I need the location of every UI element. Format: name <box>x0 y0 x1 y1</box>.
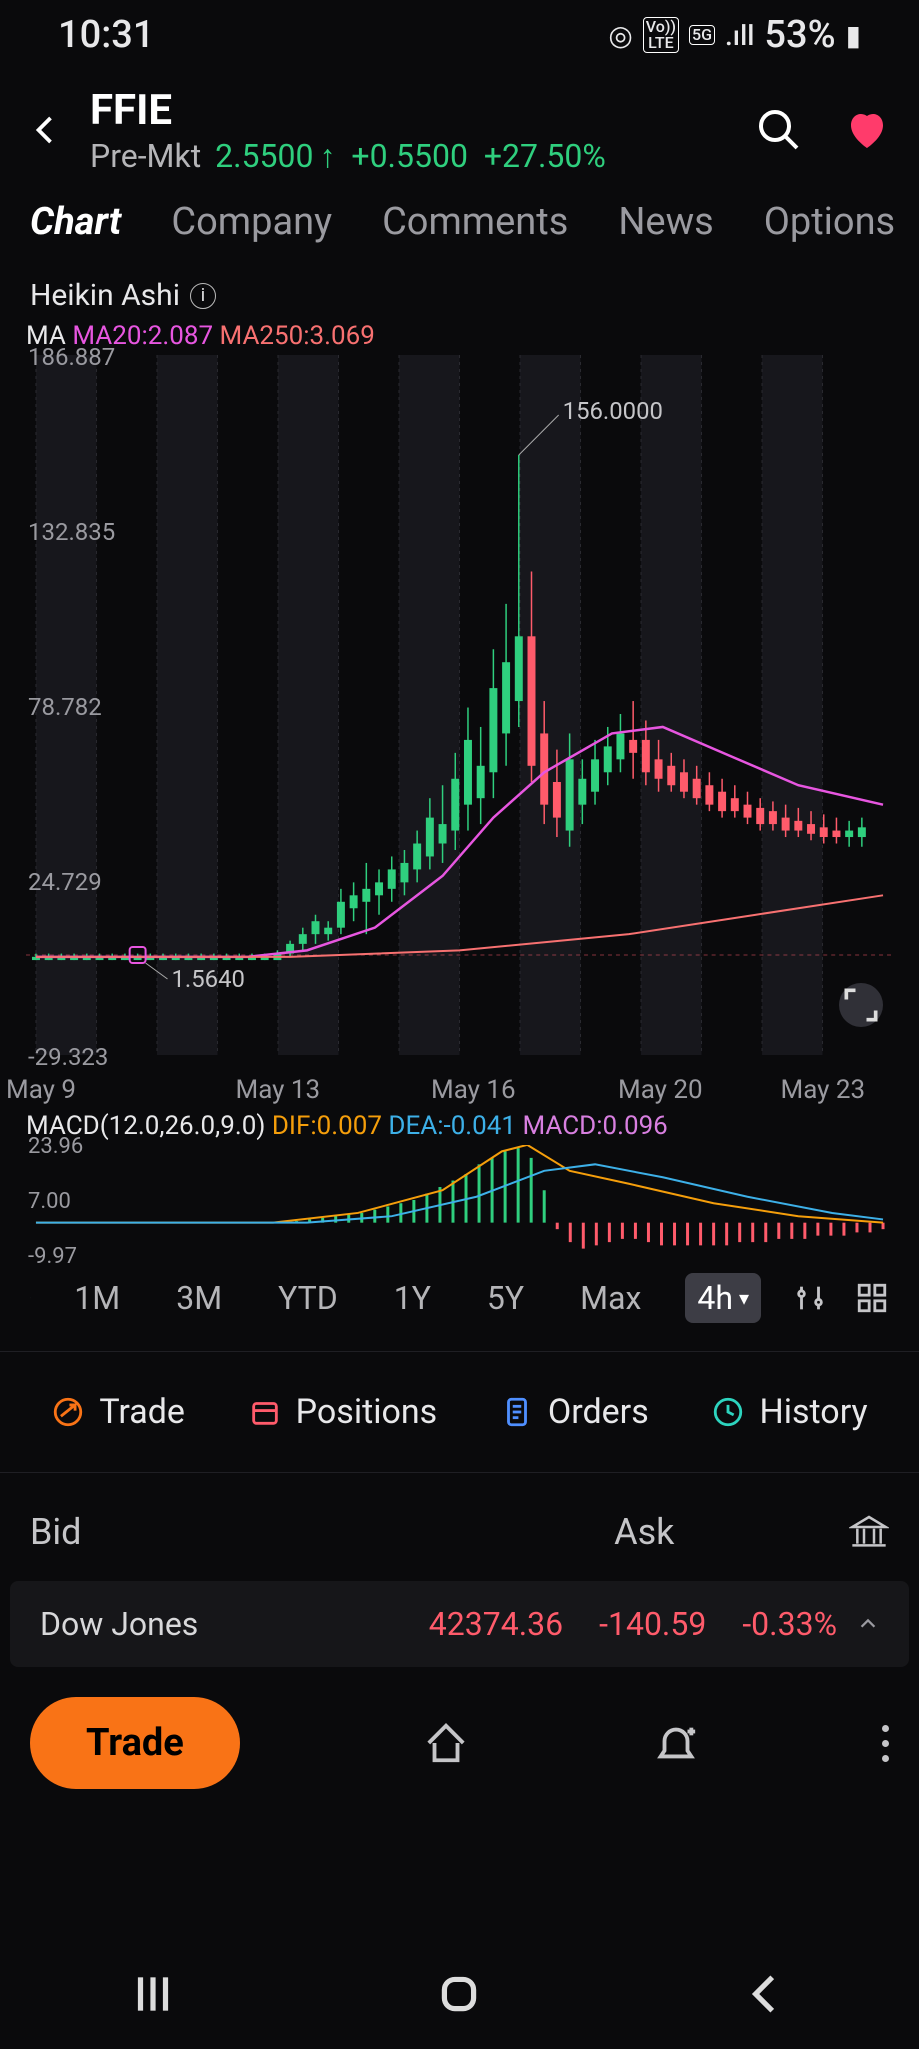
x-axis-label: May 13 <box>236 1075 321 1105</box>
index-ticker[interactable]: Dow Jones 42374.36 -140.59 -0.33% <box>10 1581 909 1667</box>
back-nav-button[interactable] <box>741 1969 791 2019</box>
index-name: Dow Jones <box>40 1605 429 1643</box>
index-change: -140.59 <box>599 1605 706 1643</box>
tab-company[interactable]: Company <box>171 200 332 244</box>
action-positions[interactable]: Positions <box>248 1392 438 1432</box>
trade-icon <box>51 1395 85 1429</box>
macd-value: MACD:0.096 <box>522 1111 667 1141</box>
index-pct: -0.33% <box>742 1605 837 1643</box>
ma-row: MA MA20:2.087 MA250:3.069 <box>0 317 919 351</box>
macd-dif: DIF:0.007 <box>272 1111 382 1141</box>
action-row: Trade Positions Orders History <box>0 1352 919 1473</box>
signal-icon: .ıll <box>725 19 754 52</box>
timeframe-1m[interactable]: 1M <box>62 1273 132 1323</box>
status-icons: ◎ Vo)) LTE 5G .ıll 53% ▮ <box>608 13 861 57</box>
chart-type-row[interactable]: Heikin Ashi i <box>0 264 919 317</box>
y-axis-label: 132.835 <box>28 518 115 546</box>
timeframe-max[interactable]: Max <box>568 1273 653 1323</box>
chart-type-label: Heikin Ashi <box>30 278 180 313</box>
action-history[interactable]: History <box>711 1392 867 1432</box>
bank-icon[interactable] <box>849 1512 889 1552</box>
bid-label: Bid <box>30 1511 440 1553</box>
bottom-bar: Trade <box>0 1667 919 1813</box>
more-icon[interactable] <box>882 1725 889 1762</box>
favorite-icon[interactable] <box>843 106 891 154</box>
system-nav-bar <box>0 1939 919 2049</box>
macd-y-label: 7.00 <box>28 1189 71 1214</box>
5g-icon: 5G <box>689 25 715 45</box>
tab-comments[interactable]: Comments <box>382 200 568 244</box>
svg-text:1.5640: 1.5640 <box>171 965 244 993</box>
x-axis-label: May 9 <box>6 1075 76 1105</box>
alert-icon[interactable] <box>653 1720 699 1766</box>
bidask-header: Bid Ask <box>0 1473 919 1581</box>
macd-row: MACD(12.0,26.0,9.0) DIF:0.007 DEA:-0.041… <box>0 1105 919 1141</box>
timeframe-4h[interactable]: 4h▾ <box>685 1273 761 1323</box>
up-arrow-icon: ↑ <box>319 137 335 175</box>
timeframe-1y[interactable]: 1Y <box>382 1273 443 1323</box>
header: FFIE Pre-Mkt 2.5500↑ +0.5500 +27.50% <box>0 70 919 190</box>
ask-label: Ask <box>440 1511 850 1553</box>
battery-icon: ▮ <box>846 19 861 52</box>
index-value: 42374.36 <box>429 1605 563 1643</box>
x-axis-label: May 16 <box>431 1075 516 1105</box>
premkt-pct: +27.50% <box>484 137 606 175</box>
chevron-up-icon[interactable] <box>857 1613 879 1635</box>
status-time: 10:31 <box>58 13 154 57</box>
macd-dea: DEA:-0.041 <box>388 1111 516 1141</box>
search-icon[interactable] <box>755 106 803 154</box>
premkt-price: 2.5500 <box>215 137 313 175</box>
fullscreen-button[interactable] <box>839 983 883 1027</box>
positions-icon <box>248 1395 282 1429</box>
macd-y-label: -9.97 <box>28 1244 77 1269</box>
y-axis-label: 186.887 <box>28 343 115 371</box>
ma250-label: MA250:3.069 <box>220 321 375 351</box>
y-axis-label: 78.782 <box>28 693 102 721</box>
x-axis-label: May 23 <box>781 1075 866 1105</box>
recents-button[interactable] <box>128 1969 178 2019</box>
y-axis-label: 24.729 <box>28 868 102 896</box>
history-icon <box>711 1395 745 1429</box>
tab-chart[interactable]: Chart <box>30 200 121 244</box>
y-axis-label: -29.323 <box>28 1043 108 1071</box>
info-icon[interactable]: i <box>190 283 216 309</box>
action-orders[interactable]: Orders <box>500 1392 649 1432</box>
premarket-line: Pre-Mkt 2.5500↑ +0.5500 +27.50% <box>90 137 729 175</box>
home-button[interactable] <box>434 1969 484 2019</box>
action-trade[interactable]: Trade <box>51 1392 185 1432</box>
hotspot-icon: ◎ <box>608 19 632 52</box>
x-axis-label: May 20 <box>618 1075 703 1105</box>
orders-icon <box>500 1395 534 1429</box>
volte-icon: Vo)) LTE <box>643 17 679 53</box>
layout-grid-icon[interactable] <box>855 1281 889 1315</box>
home-icon[interactable] <box>423 1720 469 1766</box>
premkt-change: +0.5500 <box>351 137 468 175</box>
tab-news[interactable]: News <box>618 200 713 244</box>
price-chart[interactable]: 156.00001.5640 186.887132.83578.78224.72… <box>26 355 893 1105</box>
svg-text:156.0000: 156.0000 <box>563 397 663 425</box>
main-tabs: Chart Company Comments News Options <box>0 190 919 264</box>
battery-level: 53% <box>764 13 835 57</box>
ticker-block[interactable]: FFIE Pre-Mkt 2.5500↑ +0.5500 +27.50% <box>90 86 729 175</box>
tab-options[interactable]: Options <box>764 200 895 244</box>
trade-button[interactable]: Trade <box>30 1697 240 1789</box>
back-button[interactable] <box>28 112 64 148</box>
macd-chart[interactable]: 23.967.00-9.97 <box>26 1145 893 1255</box>
timeframe-row: 1M 3M YTD 1Y 5Y Max 4h▾ <box>0 1255 919 1352</box>
timeframe-5y[interactable]: 5Y <box>475 1273 536 1323</box>
timeframe-3m[interactable]: 3M <box>164 1273 234 1323</box>
indicator-settings-icon[interactable] <box>793 1281 827 1315</box>
status-bar: 10:31 ◎ Vo)) LTE 5G .ıll 53% ▮ <box>0 0 919 70</box>
timeframe-ytd[interactable]: YTD <box>266 1273 350 1323</box>
macd-y-label: 23.96 <box>28 1134 83 1159</box>
ticker-symbol: FFIE <box>90 86 729 135</box>
premkt-label: Pre-Mkt <box>90 137 201 175</box>
